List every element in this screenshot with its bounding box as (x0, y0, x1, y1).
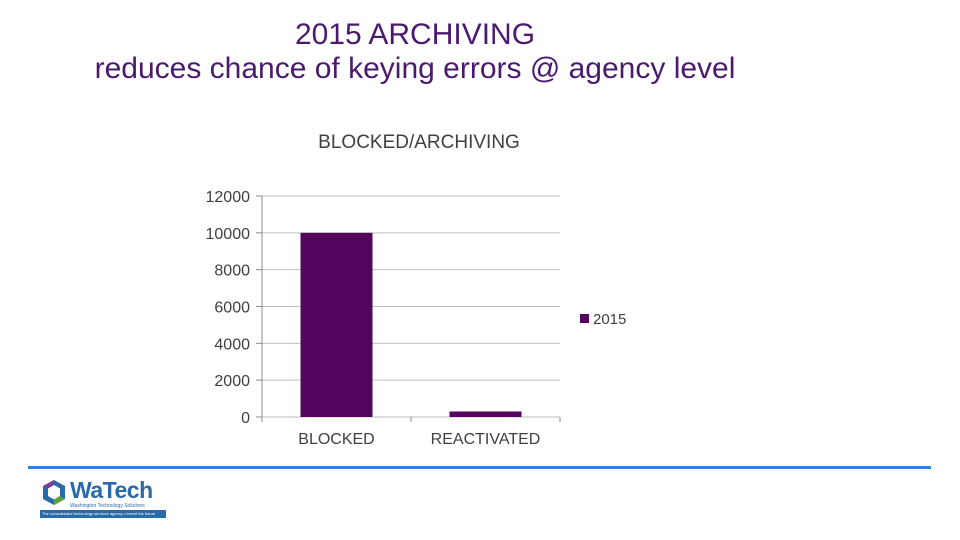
logo-wordmark: WaTech (70, 477, 153, 503)
y-tick-label: 4000 (214, 336, 250, 353)
legend-label: 2015 (593, 311, 626, 328)
y-tick-label: 10000 (206, 226, 251, 243)
bar-chart: BLOCKED/ARCHIVING 0 2000 4000 6000 8000 10000 1… (206, 132, 627, 448)
y-tick-label: 12000 (206, 189, 251, 206)
watech-logo-mark-icon (43, 480, 65, 505)
watech-logo: WaTech Washington Technology Solutions T… (40, 476, 166, 520)
logo-subtitle: Washington Technology Solutions (70, 503, 145, 509)
y-tick-label: 2000 (214, 373, 250, 390)
y-tick-label: 8000 (214, 263, 250, 280)
x-tick-label: REACTIVATED (431, 431, 541, 448)
y-tick-label: 0 (241, 410, 250, 427)
bar-reactivated (449, 411, 522, 417)
logo-tagline: The consolidated technology services age… (40, 510, 166, 518)
title-line-1: 2015 ARCHIVING (294, 18, 536, 51)
slide-title: 2015 ARCHIVING reduces chance of keying … (0, 18, 830, 86)
chart-title: BLOCKED/ARCHIVING (318, 132, 520, 153)
footer-divider (28, 466, 931, 469)
bar-blocked (300, 232, 373, 417)
y-tick-label: 6000 (214, 300, 250, 317)
legend-swatch (580, 314, 589, 323)
x-tick-label: BLOCKED (298, 431, 374, 448)
title-line-2: reduces chance of keying errors @ agency… (94, 52, 736, 85)
